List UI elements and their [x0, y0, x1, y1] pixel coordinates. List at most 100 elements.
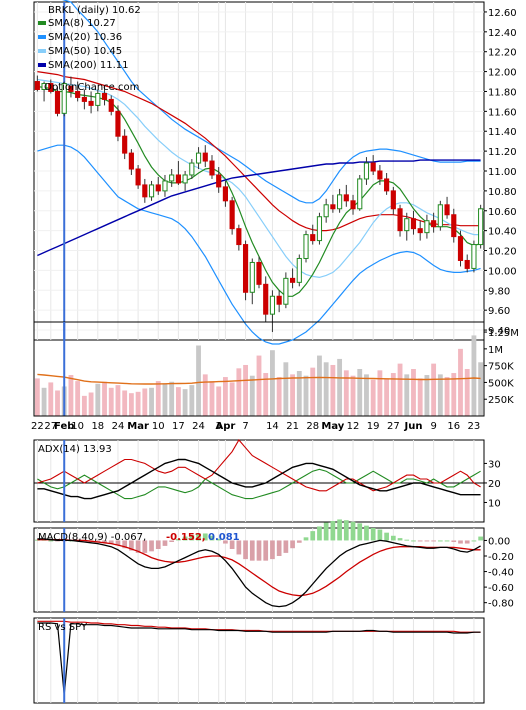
volume-bar	[216, 386, 222, 416]
macd-histogram-bar	[196, 533, 201, 541]
rs-panel: RS vs SPY	[33, 617, 485, 704]
macd-signal-value: -0.152,	[166, 532, 206, 543]
adx-tick-label: 20	[488, 479, 501, 490]
date-tick-label: 22	[31, 421, 44, 432]
date-tick-label: 21	[286, 421, 299, 432]
macd-histogram-bar	[216, 538, 222, 541]
macd-histogram-bar	[263, 540, 269, 561]
date-tick-label: 9	[430, 421, 436, 432]
volume-bar	[108, 387, 114, 416]
candle-body	[330, 204, 336, 210]
candle-body	[75, 90, 81, 98]
macd-histogram-bar	[337, 519, 342, 541]
candle-body	[95, 92, 101, 106]
legend-label: SMA(50) 10.45	[48, 46, 122, 57]
macd-histogram-bar	[48, 540, 54, 542]
volume-bar	[34, 378, 40, 416]
sma200-line	[37, 159, 481, 257]
macd-tick-label: -0.40	[488, 568, 514, 579]
macd-histogram-bar	[303, 537, 309, 541]
date-tick-label: 10	[71, 421, 84, 432]
candle-body	[370, 162, 376, 172]
volume-bar	[310, 367, 316, 416]
macd-histogram-bar	[176, 538, 181, 541]
candle-body	[236, 228, 242, 246]
candle-body	[88, 100, 94, 106]
candle-body	[424, 220, 430, 234]
candle-body	[323, 204, 329, 218]
macd-histogram-bar	[478, 536, 483, 541]
volume-bar	[337, 358, 343, 416]
candle-body	[41, 83, 47, 90]
date-tick-label: Mar	[127, 421, 149, 432]
bollinger-lower-line	[37, 144, 481, 345]
price-tick-label: 9.40	[488, 326, 510, 337]
volume-bar	[142, 388, 148, 416]
macd-histogram-bar	[223, 540, 228, 544]
date-tick-label: 16	[447, 421, 460, 432]
volume-tick-label: 250K	[488, 395, 514, 406]
volume-tick-label: 1M	[488, 345, 503, 356]
date-tick-label: 17	[172, 421, 185, 432]
volume-bar	[162, 383, 168, 416]
volume-bar	[411, 369, 416, 416]
macd-histogram-bar	[229, 540, 235, 549]
candle-body	[68, 86, 74, 92]
volume-bar	[357, 369, 363, 416]
macd-histogram-bar	[404, 539, 410, 541]
candle-body	[216, 174, 222, 188]
price-tick-label: 10.60	[488, 207, 517, 218]
macd-histogram-bar	[296, 540, 302, 543]
volume-bar	[404, 374, 410, 416]
volume-bar	[102, 381, 107, 416]
candle-body	[108, 98, 114, 112]
candle-body	[457, 236, 464, 261]
price-tick-label: 9.60	[488, 306, 510, 317]
adx-plot-area	[33, 439, 485, 523]
volume-bar	[229, 382, 235, 416]
candle-body	[256, 261, 262, 285]
candle-body	[343, 194, 349, 202]
date-tick-label: 27	[387, 421, 400, 432]
candle-body	[404, 218, 410, 232]
date-tick-label: 12	[347, 421, 360, 432]
candle-body	[249, 261, 255, 293]
candle-body	[316, 216, 323, 242]
candle-body	[290, 277, 296, 283]
macd-histogram-bar	[411, 540, 416, 542]
volume-bar	[209, 381, 215, 416]
candle-body	[390, 190, 396, 210]
volume-bar	[135, 391, 141, 416]
macd-histogram-bar	[471, 540, 477, 542]
candle-body	[363, 162, 370, 180]
rs-average-line	[37, 620, 481, 633]
chart-title: BRKL (daily) 10.62	[48, 5, 141, 16]
macd-histogram-bar	[397, 538, 403, 541]
date-tick-label: 27	[44, 421, 57, 432]
macd-histogram-bar	[276, 540, 282, 556]
adx-tick-label: 10	[488, 498, 501, 509]
macd-histogram-bar	[122, 540, 128, 549]
macd-histogram-bar	[249, 540, 255, 561]
legend-label: SMA(200) 11.11	[48, 60, 129, 71]
macd-histogram-bar	[129, 540, 134, 551]
price-tick-label: 10.00	[488, 266, 517, 277]
date-tick-label: Feb	[54, 421, 74, 432]
macd-histogram-bar	[256, 540, 262, 561]
macd-histogram-bar	[270, 540, 275, 560]
candle-body	[471, 244, 477, 269]
volume-bar	[317, 355, 322, 416]
candle-body	[296, 257, 302, 283]
volume-bar	[458, 348, 463, 416]
volume-bar	[283, 362, 289, 416]
macd-histogram-bar	[243, 540, 248, 560]
volume-bar	[196, 345, 201, 416]
price-tick-label: 12.00	[488, 68, 517, 79]
macd-panel: 0.00 -0.20 -0.40 -0.60 -0.80 MACD(8,40,9) -0.…	[33, 519, 514, 613]
volume-bar	[397, 363, 403, 416]
macd-line	[37, 538, 481, 608]
date-tick-label: 24	[192, 421, 205, 432]
macd-histogram-bar	[135, 540, 141, 553]
